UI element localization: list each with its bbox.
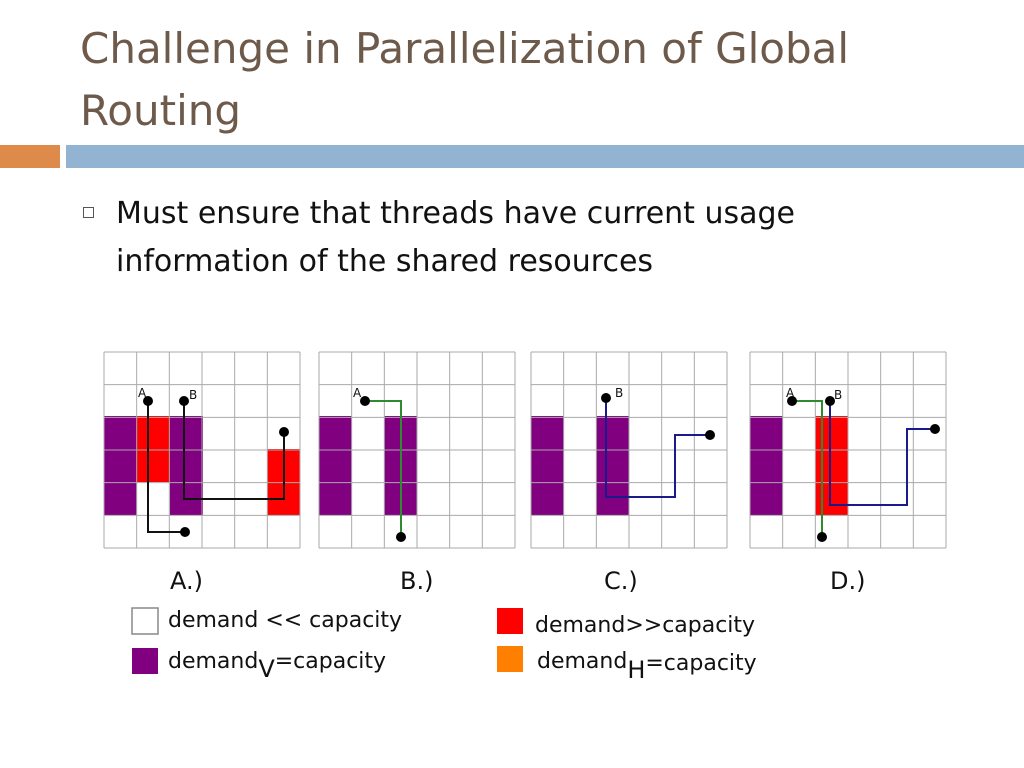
legend-swatch-overflow	[497, 608, 523, 634]
cell-overflow	[815, 416, 848, 515]
pin-a-dot	[360, 396, 370, 406]
legend: demand << capacity demand>>capacity dema…	[131, 607, 757, 684]
pin-a-target-dot	[396, 532, 406, 542]
pin-a-dot	[143, 396, 153, 406]
legend-subscript-h: H	[627, 656, 645, 684]
title-line-1: Challenge in Parallelization of Global	[80, 24, 850, 73]
legend-label-overflow: demand>>capacity	[535, 613, 755, 638]
pin-label-a: A	[786, 386, 795, 400]
panel-b: A B.)	[318, 351, 516, 595]
legend-label-horizontal-full: demandH=capacity	[537, 649, 757, 684]
pin-a-target-dot	[817, 532, 827, 542]
panel-d: A B D.)	[749, 351, 947, 595]
panel-a: A B A.)	[103, 351, 301, 595]
bullet-text: Must ensure that threads have current us…	[116, 196, 795, 279]
pin-label-a: A	[353, 386, 362, 400]
legend-swatch-vertical-full	[132, 648, 158, 674]
pin-label-b: B	[834, 388, 842, 402]
net-b-route	[605, 398, 710, 498]
square-bullet-icon	[83, 207, 94, 218]
pin-b-target-dot	[930, 424, 940, 434]
pin-a-dot	[787, 396, 797, 406]
panel-label-b: B.)	[400, 567, 433, 595]
net-b-route	[829, 401, 935, 506]
cell-vertical-full	[750, 416, 783, 515]
legend-equals-capacity: =capacity	[275, 649, 386, 674]
legend-label-vertical-full: demandV=capacity	[168, 649, 386, 683]
pin-label-b: B	[189, 388, 197, 402]
panel-c: B C.)	[530, 351, 728, 595]
grid-lines	[103, 351, 301, 549]
pin-label-b: B	[615, 386, 623, 400]
accent-bar-orange	[0, 145, 60, 168]
cell-vertical-full	[170, 416, 203, 515]
grid-lines	[530, 351, 728, 549]
net-a-route	[147, 401, 185, 533]
net-a-route	[792, 400, 823, 537]
cell-vertical-full	[319, 416, 352, 515]
panel-label-a: A.)	[170, 567, 203, 595]
pin-a-target-dot	[180, 527, 190, 537]
panel-label-c: C.)	[604, 567, 638, 595]
grid-lines	[318, 351, 516, 549]
legend-subscript-v: V	[258, 655, 275, 683]
accent-bar-blue	[66, 145, 1024, 168]
pin-b-target-dot	[705, 430, 715, 440]
cell-vertical-full	[531, 416, 564, 515]
legend-equals-capacity: =capacity	[645, 651, 756, 676]
cell-vertical-full	[596, 416, 629, 515]
net-a-route	[365, 400, 402, 537]
pin-b-dot	[179, 396, 189, 406]
slide-title: Challenge in Parallelization of Global R…	[80, 18, 980, 142]
pin-b-target-dot	[279, 427, 289, 437]
net-b-route	[183, 401, 285, 500]
pin-b-dot	[825, 396, 835, 406]
pin-label-a: A	[138, 386, 147, 400]
pin-b-dot	[601, 393, 611, 403]
legend-demand-text: demand	[168, 649, 258, 674]
legend-swatch-low-demand	[131, 607, 159, 635]
cell-overflow	[137, 416, 170, 482]
panel-label-d: D.)	[830, 567, 865, 595]
legend-swatch-horizontal-full	[497, 646, 523, 672]
legend-label-low-demand: demand << capacity	[168, 608, 402, 633]
cell-vertical-full	[104, 416, 137, 515]
grid-lines	[749, 351, 947, 549]
legend-demand-text: demand	[537, 649, 627, 674]
title-line-2: Routing	[80, 86, 242, 135]
